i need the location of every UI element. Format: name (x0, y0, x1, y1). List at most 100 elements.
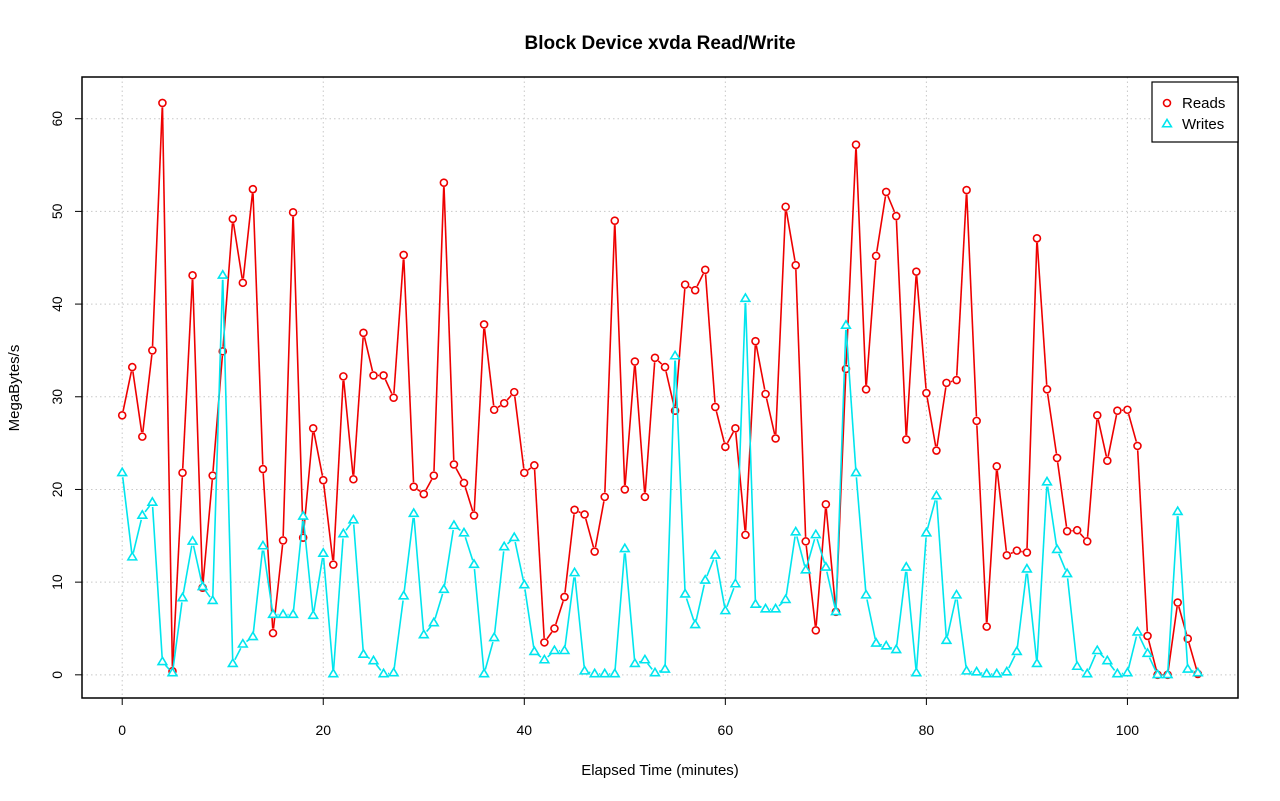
series-writes-point (508, 531, 521, 542)
series-writes-point (709, 549, 722, 559)
series-writes-point (649, 666, 661, 677)
series-writes-point (629, 657, 641, 668)
x-tick-label: 80 (919, 722, 935, 738)
x-tick-label: 40 (517, 722, 533, 738)
y-tick-label: 10 (49, 574, 65, 590)
series-reads-segment (342, 380, 354, 475)
series-writes-point (619, 542, 631, 553)
series-writes-segment (234, 647, 242, 661)
series-reads-segment (483, 328, 495, 406)
series-writes-point (428, 616, 440, 627)
series-writes-segment (484, 641, 494, 670)
series-reads-point (499, 398, 509, 408)
series-writes-segment (313, 557, 324, 612)
series-writes-segment (262, 550, 274, 611)
series-reads-segment (755, 345, 766, 390)
series-writes-point (196, 580, 209, 591)
series-writes-point (719, 604, 732, 615)
series-writes-point (980, 667, 993, 678)
series-writes-point (1181, 663, 1194, 673)
series-writes-segment (905, 571, 917, 669)
series-reads-point (158, 98, 167, 108)
series-reads-segment (735, 432, 746, 531)
series-reads-segment (191, 279, 204, 584)
series-reads-point (329, 560, 338, 569)
legend: Reads Writes (1151, 81, 1239, 143)
series-reads-segment (825, 508, 837, 608)
series-writes-point (498, 540, 510, 551)
series-writes-point (699, 574, 712, 584)
series-reads-point (530, 461, 539, 470)
series-writes-segment (393, 600, 404, 669)
series-reads-point (751, 336, 760, 346)
series-writes-segment (715, 559, 726, 607)
series-reads-segment (926, 397, 937, 447)
series-writes-segment (674, 360, 686, 590)
series-reads-point (710, 402, 720, 412)
series-reads-point (851, 140, 861, 149)
series-reads-segment (332, 380, 344, 561)
series-reads-segment (604, 225, 616, 493)
series-writes-point (769, 602, 782, 613)
series-writes-segment (826, 571, 836, 608)
series-reads-point (117, 411, 127, 420)
series-writes-point (297, 510, 309, 520)
series-writes-segment (322, 557, 334, 670)
series-reads-segment (696, 273, 704, 287)
series-writes-point (810, 528, 822, 539)
series-reads-point (138, 432, 147, 441)
series-reads-segment (936, 387, 947, 447)
x-axis-label: Elapsed Time (minutes) (581, 762, 739, 779)
series-writes-segment (855, 477, 867, 591)
series-reads-segment (1026, 242, 1038, 549)
series-writes-segment (845, 329, 857, 469)
series-writes-segment (946, 599, 957, 637)
series-writes-point (890, 643, 903, 654)
series-reads-segment (322, 484, 334, 561)
series-writes-segment (192, 545, 203, 583)
series-reads-segment (1188, 642, 1198, 670)
series-writes-point (689, 618, 701, 629)
series-reads-point (781, 202, 790, 212)
series-reads-segment (282, 216, 294, 536)
series-writes-point (146, 496, 159, 506)
series-writes-segment (1148, 657, 1157, 672)
series-reads-segment (815, 508, 827, 626)
series-writes-point (990, 667, 1003, 678)
series-reads-point (449, 460, 459, 469)
series-reads-segment (151, 107, 164, 346)
series-writes-segment (1058, 553, 1067, 570)
series-writes-point (317, 547, 330, 557)
series-reads-point (821, 499, 831, 509)
series-writes-segment (514, 541, 525, 581)
series-reads-segment (1079, 533, 1085, 539)
series-layer (116, 98, 1204, 680)
series-writes-point (608, 667, 621, 678)
series-writes-point (347, 513, 360, 524)
series-reads-point (409, 482, 419, 491)
series-writes-point (970, 665, 983, 676)
series-reads-point (982, 622, 991, 631)
series-writes-point (568, 566, 581, 577)
series-writes-segment (352, 524, 364, 651)
series-writes-point (166, 666, 179, 677)
series-reads-segment (1097, 419, 1108, 457)
series-reads-point (640, 492, 650, 502)
series-reads-segment (855, 149, 867, 385)
series-writes-point (327, 667, 340, 678)
series-reads-point (540, 638, 549, 647)
x-tick-label: 0 (118, 722, 126, 738)
series-reads-segment (795, 269, 807, 537)
series-reads-point (439, 178, 449, 187)
series-reads-point (1113, 406, 1122, 415)
series-reads-point (861, 385, 871, 394)
y-tick-label: 30 (49, 389, 65, 405)
series-writes-point (920, 526, 933, 537)
series-reads-point (881, 187, 891, 197)
series-writes-segment (734, 302, 747, 580)
series-reads-point (570, 505, 579, 515)
series-reads-segment (564, 514, 575, 593)
series-writes-segment (151, 506, 163, 658)
series-writes-point (1171, 505, 1184, 516)
series-reads-point (1032, 233, 1042, 243)
